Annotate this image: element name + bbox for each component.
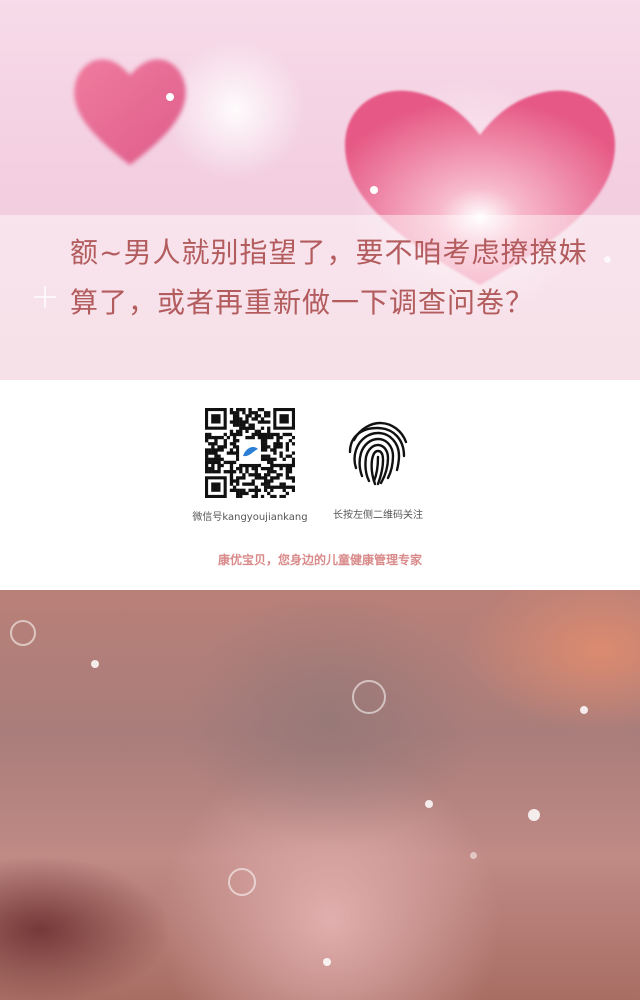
- fingerprint-caption: 长按左侧二维码关注: [333, 510, 423, 521]
- question-band: [0, 215, 640, 380]
- question-text: 额~男人就别指望了，要不咱考虑撩撩妹算了，或者再重新做一下调查问卷？: [70, 236, 588, 319]
- heart-icon: [345, 90, 615, 285]
- heart-icon: [74, 59, 186, 165]
- sparkle: [370, 186, 378, 194]
- bokeh-dot: [91, 660, 99, 668]
- bokeh-dot: [580, 706, 588, 714]
- hero-background: [0, 0, 640, 380]
- bokeh-ring: [10, 620, 36, 646]
- bokeh-dot: [323, 958, 331, 966]
- qr-code-icon[interactable]: [204, 407, 296, 499]
- qr-caption: 微信号kangyoujiankang: [192, 512, 308, 523]
- bokeh-dot: [425, 800, 433, 808]
- slogan: 康优宝贝，您身边的儿童健康管理专家: [217, 553, 422, 567]
- sparkle: [166, 93, 174, 101]
- bokeh-dot: [528, 809, 540, 821]
- sparkle: [604, 256, 611, 263]
- bokeh-ring: [228, 868, 256, 896]
- plus-sparkle: [34, 286, 56, 308]
- bokeh-background: [0, 590, 640, 1000]
- follow-panel: [0, 380, 640, 590]
- bokeh-dot: [470, 852, 477, 859]
- bokeh-ring: [352, 680, 386, 714]
- fingerprint-icon: [342, 418, 412, 488]
